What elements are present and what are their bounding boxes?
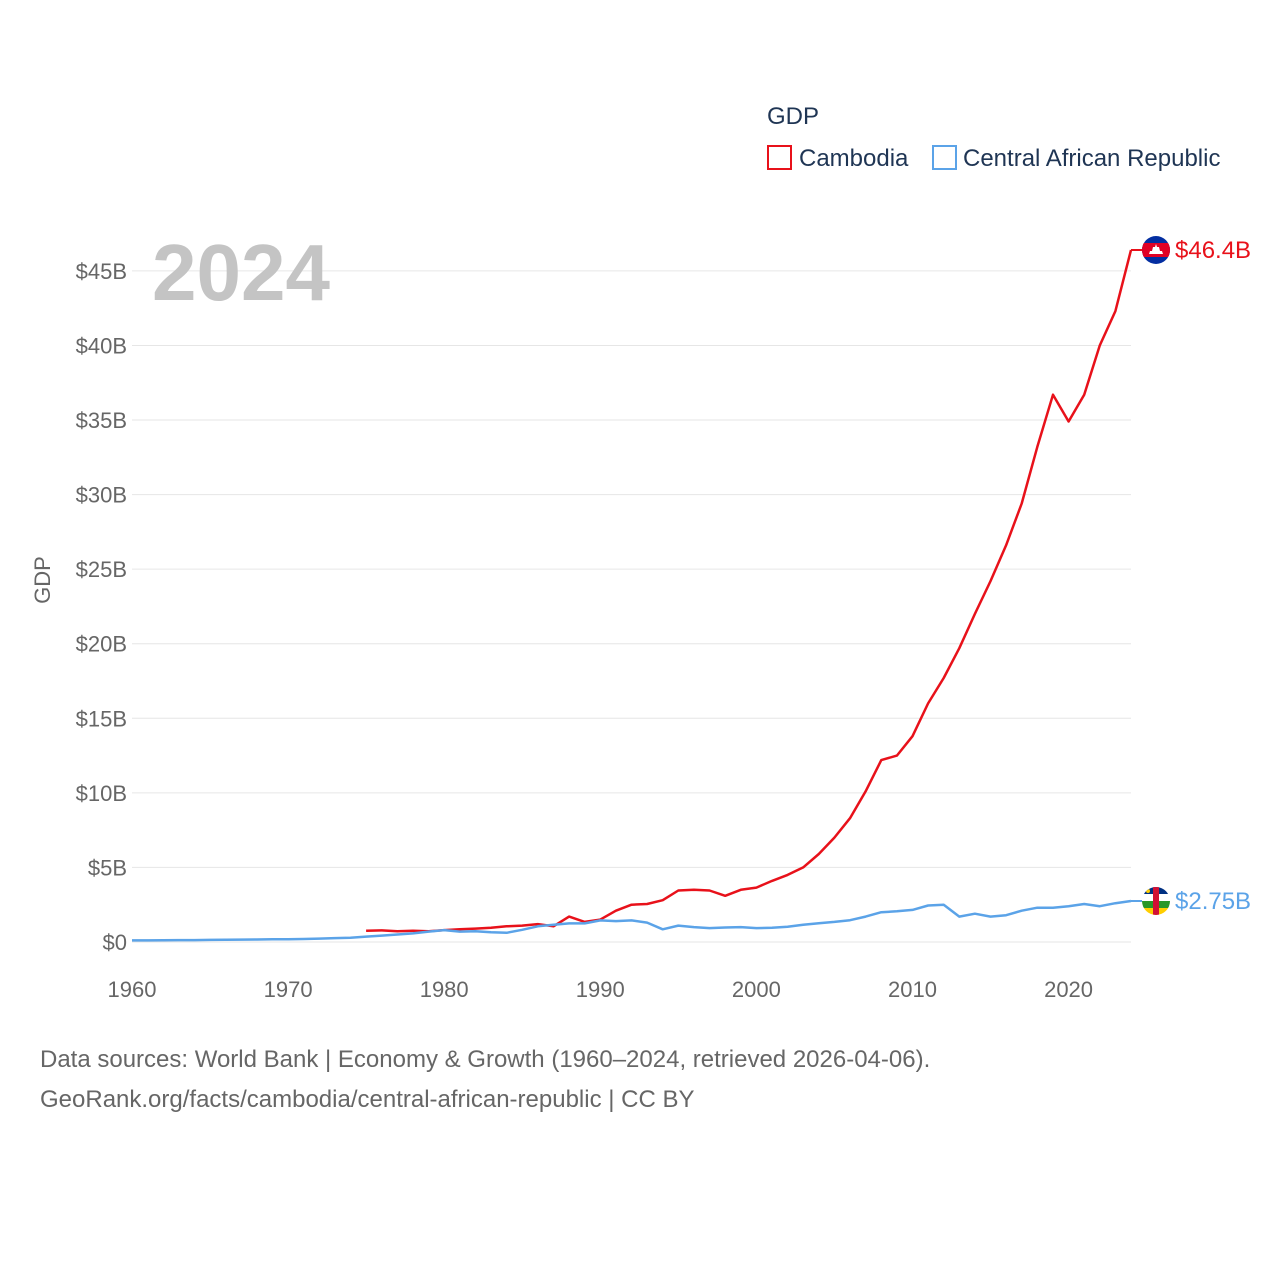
gdp-line-chart: $0 $5B $10B $15B $20B $25B $30B $35B $40B $45B 19… (30, 103, 1251, 1002)
legend-item-cambodia[interactable]: Cambodia (767, 145, 909, 172)
x-tick-label-1: 1970 (264, 977, 313, 1002)
legend-swatch-central-african-republic (932, 145, 957, 170)
y-tick-label-4: $20B (76, 632, 127, 657)
x-tick-label-5: 2010 (888, 977, 937, 1002)
series-line-central-african-republic (132, 899, 1132, 942)
x-tick-label-6: 2020 (1044, 977, 1093, 1002)
central-african-republic-flag-icon (1142, 887, 1170, 915)
end-label-central-african-republic: $2.75B (1175, 888, 1251, 915)
legend-item-central-african-republic[interactable]: Central African Republic (932, 145, 1220, 172)
series-line-cambodia (366, 249, 1133, 933)
gridlines (132, 270, 1131, 943)
y-tick-label-5: $25B (76, 557, 127, 582)
legend-label-cambodia: Cambodia (799, 145, 909, 172)
x-tick-label-3: 1990 (576, 977, 625, 1002)
legend-title: GDP (767, 103, 819, 130)
source-line-1: Data sources: World Bank | Economy & Gro… (40, 1046, 931, 1073)
y-tick-label-6: $30B (76, 483, 127, 508)
y-tick-label-8: $40B (76, 333, 127, 358)
x-tick-label-4: 2000 (732, 977, 781, 1002)
series-layer (132, 249, 1142, 942)
legend-swatch-cambodia (767, 145, 792, 170)
y-tick-label-7: $35B (76, 408, 127, 433)
y-tick-label-3: $15B (76, 706, 127, 731)
y-axis-title: GDP (30, 556, 55, 604)
data-source-footer: Data sources: World Bank | Economy & Gro… (40, 1040, 930, 1120)
x-axis-ticks: 1960 1970 1980 1990 2000 2010 2020 (108, 977, 1094, 1002)
y-tick-label-0: $0 (103, 930, 127, 955)
y-tick-label-1: $5B (88, 855, 127, 880)
x-tick-label-2: 1980 (420, 977, 469, 1002)
source-line-2: GeoRank.org/facts/cambodia/central-afric… (40, 1086, 695, 1113)
legend-label-central-african-republic: Central African Republic (963, 145, 1220, 172)
y-tick-label-2: $10B (76, 781, 127, 806)
end-label-cambodia: $46.4B (1175, 237, 1251, 264)
year-label: 2024 (152, 228, 330, 317)
y-tick-label-9: $45B (76, 259, 127, 284)
legend: GDP Cambodia Central African Republic (767, 103, 1220, 172)
y-axis-ticks: $0 $5B $10B $15B $20B $25B $30B $35B $40B $45B (76, 259, 127, 955)
x-tick-label-0: 1960 (108, 977, 157, 1002)
cambodia-flag-icon (1142, 236, 1170, 264)
